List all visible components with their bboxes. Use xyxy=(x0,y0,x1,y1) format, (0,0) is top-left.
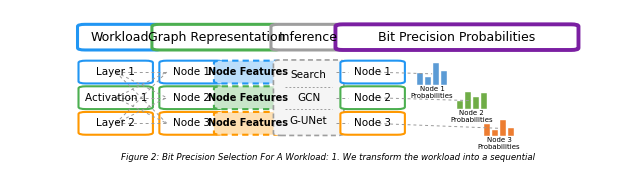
FancyBboxPatch shape xyxy=(271,24,346,50)
Text: Node Features: Node Features xyxy=(208,93,288,103)
Bar xyxy=(472,97,479,109)
Bar xyxy=(441,70,447,85)
Bar xyxy=(508,128,515,136)
Text: GCN: GCN xyxy=(297,93,320,103)
FancyBboxPatch shape xyxy=(159,86,224,109)
Text: Bit Precision Probabilities: Bit Precision Probabilities xyxy=(378,31,536,44)
Text: Node 2: Node 2 xyxy=(173,93,210,103)
FancyBboxPatch shape xyxy=(214,61,282,83)
Bar xyxy=(457,101,463,109)
Bar xyxy=(417,73,424,85)
Bar xyxy=(484,124,490,136)
Text: Search: Search xyxy=(291,70,326,80)
FancyBboxPatch shape xyxy=(152,24,281,50)
Text: Layer 2: Layer 2 xyxy=(96,118,135,128)
Text: Node 3: Node 3 xyxy=(173,118,210,128)
FancyBboxPatch shape xyxy=(77,24,162,50)
Text: Activation 1: Activation 1 xyxy=(84,93,147,103)
FancyBboxPatch shape xyxy=(335,24,579,50)
FancyBboxPatch shape xyxy=(79,112,153,135)
Text: Node 2: Node 2 xyxy=(354,93,391,103)
Bar xyxy=(500,120,506,136)
Text: Node 1: Node 1 xyxy=(354,67,391,77)
FancyBboxPatch shape xyxy=(214,86,282,109)
FancyBboxPatch shape xyxy=(273,60,344,135)
Text: Node 2
Probabilities: Node 2 Probabilities xyxy=(451,110,493,123)
FancyBboxPatch shape xyxy=(159,61,224,83)
FancyBboxPatch shape xyxy=(340,86,405,109)
Text: Graph Representation: Graph Representation xyxy=(148,31,285,44)
Text: Node 3: Node 3 xyxy=(354,118,391,128)
Text: Node Features: Node Features xyxy=(208,118,288,128)
Text: Workload: Workload xyxy=(90,31,149,44)
Text: Layer 1: Layer 1 xyxy=(96,67,135,77)
Bar xyxy=(465,92,471,109)
FancyBboxPatch shape xyxy=(79,61,153,83)
Bar xyxy=(433,63,439,85)
FancyBboxPatch shape xyxy=(159,112,224,135)
Text: G-UNet: G-UNet xyxy=(290,116,328,126)
Text: Inference: Inference xyxy=(278,31,338,44)
Text: Node 1
Probabilities: Node 1 Probabilities xyxy=(411,86,454,99)
Text: Node Features: Node Features xyxy=(208,67,288,77)
Text: Node 1: Node 1 xyxy=(173,67,210,77)
Bar xyxy=(481,93,487,109)
Bar xyxy=(425,77,431,85)
FancyBboxPatch shape xyxy=(79,86,153,109)
FancyBboxPatch shape xyxy=(214,112,282,135)
FancyBboxPatch shape xyxy=(340,112,405,135)
FancyBboxPatch shape xyxy=(340,61,405,83)
Text: Figure 2: Bit Precision Selection For A Workload: 1. We transform the workload i: Figure 2: Bit Precision Selection For A … xyxy=(121,153,535,162)
Bar xyxy=(492,130,499,136)
Text: Node 3
Probabilities: Node 3 Probabilities xyxy=(478,137,520,150)
